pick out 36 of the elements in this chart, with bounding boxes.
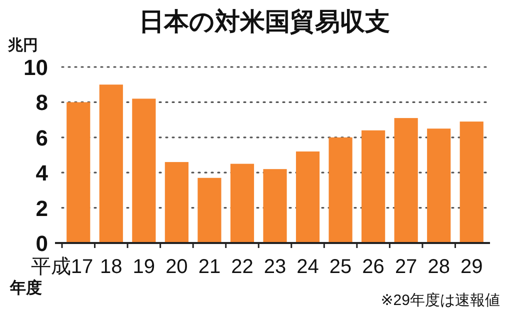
bar xyxy=(132,98,156,243)
bar xyxy=(198,178,222,243)
bar xyxy=(328,137,352,243)
x-tick-label: 26 xyxy=(362,256,384,278)
y-tick-label: 10 xyxy=(24,55,48,80)
bar xyxy=(394,118,418,243)
x-tick-label: 平成17 xyxy=(30,256,94,278)
bar xyxy=(427,128,451,243)
bar xyxy=(362,130,386,243)
x-tick-label: 24 xyxy=(296,256,319,278)
x-tick-label: 28 xyxy=(428,256,450,278)
y-tick-label: 4 xyxy=(36,160,49,186)
text: ※29年度は速報値 xyxy=(380,292,500,309)
y-tick-label: 2 xyxy=(36,196,48,221)
bar xyxy=(263,169,287,243)
x-axis-title: 年度 xyxy=(9,278,42,297)
y-tick-label: 8 xyxy=(36,90,48,116)
x-tick-label: 27 xyxy=(394,256,418,278)
y-tick-label: 0 xyxy=(36,231,48,256)
x-tick-label: 25 xyxy=(329,256,352,278)
x-tick-label: 18 xyxy=(100,256,122,278)
bar xyxy=(230,164,254,243)
x-tick-label: 23 xyxy=(264,256,286,278)
y-tick-label: 6 xyxy=(36,125,48,150)
y-axis-title: 兆円 xyxy=(7,37,38,54)
x-tick-label: 20 xyxy=(166,256,188,278)
bar xyxy=(296,151,320,243)
x-tick-label: 19 xyxy=(132,256,156,278)
x-tick-label: 22 xyxy=(231,256,254,278)
bar xyxy=(99,84,123,243)
bar xyxy=(460,122,484,243)
bar xyxy=(164,162,188,243)
chart-title: 日本の対米国貿易収支 xyxy=(139,8,390,36)
x-tick-label: 21 xyxy=(198,256,221,278)
x-tick-label: 29 xyxy=(460,256,483,278)
bar xyxy=(66,102,90,243)
